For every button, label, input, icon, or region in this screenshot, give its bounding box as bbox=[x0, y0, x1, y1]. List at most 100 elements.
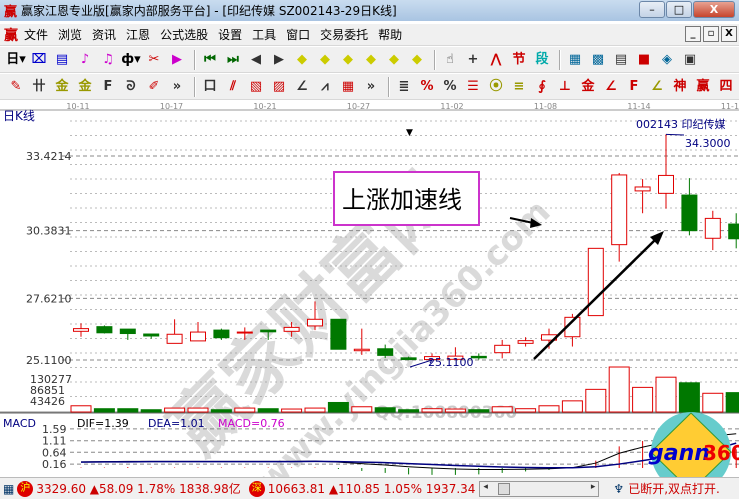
minimize-button[interactable]: – bbox=[639, 1, 665, 18]
tool2-icon[interactable]: ⊥ bbox=[559, 78, 571, 94]
spiral-icon[interactable]: ᘐ bbox=[126, 78, 136, 94]
menu-gann[interactable]: 江恩 bbox=[126, 28, 151, 42]
maximize-button[interactable]: □ bbox=[666, 1, 692, 18]
price-tick: 33.4214 bbox=[26, 150, 72, 163]
mdi-close-button[interactable]: X bbox=[721, 26, 737, 42]
menu-news[interactable]: 资讯 bbox=[92, 28, 117, 42]
zoom-in-icon[interactable]: ◆ bbox=[389, 51, 399, 67]
zoom-out-icon[interactable]: ◆ bbox=[412, 51, 422, 67]
flag-icon[interactable]: ▶ bbox=[172, 51, 182, 67]
menu-tools[interactable]: 工具 bbox=[252, 28, 277, 42]
annotation-box bbox=[333, 171, 480, 226]
menu-file[interactable]: 文件 bbox=[24, 28, 49, 42]
status-scrollbar[interactable]: ◂ ▸ bbox=[479, 480, 600, 497]
tool8-icon[interactable]: 赢 bbox=[696, 78, 710, 94]
grid-icon[interactable]: ▦ bbox=[341, 78, 355, 94]
candle-body bbox=[283, 326, 300, 332]
calendar-icon[interactable]: ▦ bbox=[568, 51, 582, 67]
toolbar-separator bbox=[194, 76, 196, 97]
more2-icon[interactable]: » bbox=[366, 78, 376, 94]
menu-window[interactable]: 窗口 bbox=[286, 28, 311, 42]
tool9-icon[interactable]: 四 bbox=[719, 78, 733, 94]
gold-coin-icon[interactable]: ⦿ bbox=[489, 78, 503, 94]
volume-bar bbox=[187, 407, 209, 413]
percent-icon[interactable]: % bbox=[420, 78, 434, 94]
f-lines-icon[interactable]: F bbox=[103, 78, 113, 94]
shrink-icon[interactable]: ◆ bbox=[366, 51, 376, 67]
connection-status[interactable]: 已断开,双点打开. bbox=[628, 482, 720, 496]
tool7-icon[interactable]: 神 bbox=[673, 78, 687, 94]
volume-bar bbox=[725, 392, 739, 413]
wave-icon[interactable]: ⩘ bbox=[321, 78, 329, 94]
gold-lines-icon[interactable]: 金 bbox=[55, 78, 69, 94]
pen-icon[interactable]: ✎ bbox=[10, 78, 22, 94]
mdi-restore-button[interactable]: ▫ bbox=[703, 26, 719, 42]
hand-icon[interactable]: ☝ bbox=[446, 51, 454, 67]
table-icon[interactable]: ≣ bbox=[398, 78, 410, 94]
notes-icon[interactable]: ▤ bbox=[55, 51, 69, 67]
trade-icon[interactable]: ▣ bbox=[683, 51, 697, 67]
candle-body bbox=[166, 333, 183, 344]
percent-lines-icon[interactable]: ☰ bbox=[467, 78, 479, 94]
tool1-icon[interactable]: ∮ bbox=[538, 78, 546, 94]
volume-bar bbox=[421, 408, 443, 413]
kline-chart[interactable]: 10-11 10-17 10-21 10-27 11-02 11-08 11-14 11-18… bbox=[0, 101, 739, 477]
logo-diamond bbox=[650, 412, 732, 477]
festival-icon[interactable]: 节 bbox=[512, 51, 526, 67]
angle-icon[interactable]: ∠ bbox=[296, 78, 308, 94]
expand-icon[interactable]: ◆ bbox=[343, 51, 353, 67]
kline-icon[interactable]: ⌧ bbox=[31, 51, 47, 67]
candle-body bbox=[353, 348, 370, 352]
volume-bar bbox=[491, 406, 513, 413]
candle-body bbox=[704, 217, 721, 239]
next-icon[interactable]: ▶ bbox=[274, 51, 284, 67]
macd-value-label: MACD=0.76 bbox=[218, 417, 285, 430]
prev-icon[interactable]: ◀ bbox=[251, 51, 261, 67]
menu-help[interactable]: 帮助 bbox=[378, 28, 403, 42]
period-label: 日K线 bbox=[3, 109, 35, 123]
candle-body bbox=[213, 329, 230, 339]
menu-trade[interactable]: 交易委托 bbox=[320, 28, 369, 42]
first-icon[interactable]: ⏮ bbox=[204, 51, 216, 67]
report-icon[interactable]: ▤ bbox=[614, 51, 628, 67]
chart3-icon[interactable]: ♪ bbox=[80, 51, 90, 67]
period-day-dropdown[interactable]: 日▾ bbox=[6, 51, 26, 67]
zoom-left-icon[interactable]: ◆ bbox=[297, 51, 307, 67]
grid-icon[interactable]: ▦ bbox=[3, 481, 15, 496]
save-icon[interactable]: ■ bbox=[637, 51, 651, 67]
volume-bar bbox=[93, 408, 115, 413]
tool4-icon[interactable]: ∠ bbox=[605, 78, 617, 94]
zoom-right-icon[interactable]: ◆ bbox=[320, 51, 330, 67]
network-icon[interactable]: ◈ bbox=[662, 51, 672, 67]
gann-box-icon[interactable]: ▧ bbox=[249, 78, 263, 94]
trend-arrow-head bbox=[650, 231, 664, 245]
menu-settings[interactable]: 设置 bbox=[218, 28, 243, 42]
stock-label: 002143 印纪传媒 bbox=[636, 118, 726, 131]
fan-icon[interactable]: ⫽ bbox=[230, 78, 236, 94]
price-tick: 27.6210 bbox=[26, 292, 72, 305]
calculator-icon[interactable]: ▩ bbox=[591, 51, 605, 67]
segment-icon[interactable]: 段 bbox=[535, 51, 549, 67]
tool3-icon[interactable]: 金 bbox=[581, 78, 595, 94]
candle-type-dropdown[interactable]: ф▾ bbox=[121, 51, 141, 67]
eraser-icon[interactable]: ✐ bbox=[148, 78, 160, 94]
gann-fan-icon[interactable]: ▨ bbox=[272, 78, 286, 94]
gold-lines2-icon[interactable]: 金 bbox=[78, 78, 92, 94]
box-icon[interactable]: 口 bbox=[203, 78, 217, 94]
chart9-icon[interactable]: ♫ bbox=[102, 51, 114, 67]
menu-browse[interactable]: 浏览 bbox=[58, 28, 83, 42]
parallel-lines-icon[interactable]: 卄 bbox=[32, 78, 46, 94]
close-button[interactable]: X bbox=[693, 1, 735, 18]
annotation-text: 上涨加速线 bbox=[342, 186, 462, 214]
last-icon[interactable]: ⏭ bbox=[227, 51, 239, 67]
indicator-icon[interactable]: ✂ bbox=[148, 51, 160, 67]
more-icon[interactable]: » bbox=[172, 78, 182, 94]
mdi-minimize-button[interactable]: _ bbox=[685, 26, 701, 42]
menu-formula[interactable]: 公式选股 bbox=[160, 28, 209, 42]
tool5-icon[interactable]: F bbox=[629, 78, 639, 94]
gold-lines3-icon[interactable]: ≡ bbox=[513, 78, 525, 94]
crosshair-icon[interactable]: + bbox=[467, 51, 479, 67]
line-tool-icon[interactable]: ⋀ bbox=[490, 51, 502, 67]
tool6-icon[interactable]: ∠ bbox=[651, 78, 663, 94]
percent2-icon[interactable]: % bbox=[443, 78, 457, 94]
